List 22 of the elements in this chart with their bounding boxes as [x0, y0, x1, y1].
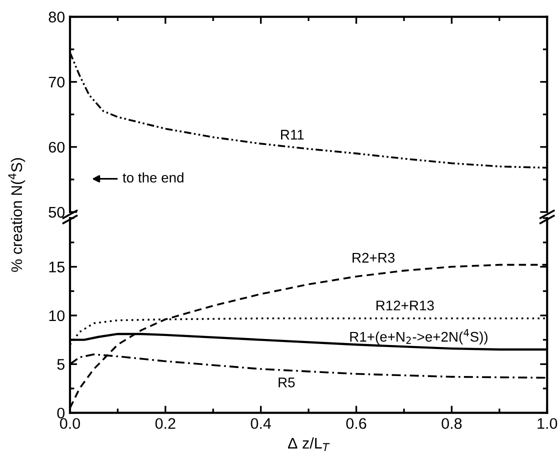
- y-tick-label: 10: [49, 310, 65, 322]
- x-axis-title: Δ z/L$_{T}$: [288, 437, 330, 451]
- series-label: R12+R13: [376, 300, 434, 310]
- series-label: R11: [281, 130, 304, 140]
- series-label: R5: [278, 378, 295, 388]
- series-label: R1+(e+N$_{2}$->e+2N($^{4}$S)): [350, 329, 488, 344]
- y-tick-label: 80: [48, 12, 65, 22]
- y-tick-label: 5: [57, 359, 64, 370]
- x-tick-label: 1.0: [538, 418, 558, 429]
- y-tick-label: 50: [48, 206, 65, 218]
- x-tick-label: 0.2: [155, 418, 176, 429]
- y-tick-label: 60: [48, 142, 65, 153]
- y-tick-label: 0: [57, 408, 65, 419]
- x-tick-label: 0.8: [442, 418, 462, 429]
- x-tick-label: 0.0: [60, 418, 80, 429]
- y-tick-label: 15: [49, 262, 64, 272]
- series-label: R2+R3: [352, 252, 395, 263]
- x-tick-label: 0.6: [346, 418, 366, 429]
- y-tick-label: 70: [48, 76, 65, 88]
- x-tick-label: 0.4: [250, 418, 272, 429]
- annotation: to the end: [122, 172, 184, 183]
- y-axis-title: % creation N($^{4}$S): [8, 158, 26, 272]
